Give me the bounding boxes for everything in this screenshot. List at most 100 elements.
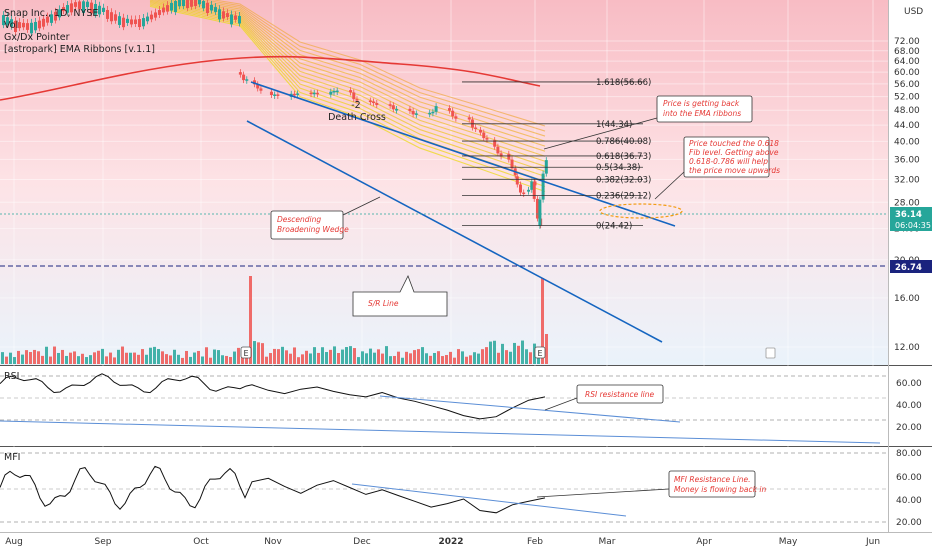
candle-body — [329, 91, 333, 95]
ribbon-callout[interactable]: Price is getting back into the EMA ribbo… — [543, 95, 753, 150]
ribbon-note-line2: into the EMA ribbons — [663, 109, 741, 118]
candle-body — [292, 93, 296, 96]
indicator-ema-ribbons[interactable]: [astropark] EMA Ribbons [v.1.1] — [4, 44, 155, 55]
rsi-resistance-line[interactable] — [379, 395, 681, 423]
volume-bar — [129, 352, 132, 364]
candle-body — [178, 0, 181, 7]
candle-body — [146, 16, 149, 22]
candle-body — [114, 14, 117, 21]
volume-bar — [485, 347, 488, 364]
fib-note-line4: the price move upwards — [689, 166, 780, 175]
sr-price-tag-box — [890, 260, 932, 273]
volume-bar — [85, 357, 88, 364]
volume-bar — [373, 352, 376, 364]
candle-body — [515, 176, 519, 185]
mfi-callout[interactable]: MFI Resistance Line. Money is flowing ba… — [536, 470, 766, 498]
candle-body — [118, 16, 121, 25]
price-tick-label: 16.00 — [894, 294, 920, 304]
volume-bar — [45, 346, 48, 364]
fib-callout[interactable]: Price touched the 0.618 Fib level. Getti… — [654, 136, 780, 200]
time-tick-label: Sep — [95, 537, 112, 547]
volume-bar — [473, 352, 476, 364]
rsi-support-line[interactable] — [0, 420, 881, 444]
candle-body — [90, 2, 93, 14]
volume-bar — [61, 349, 64, 364]
candle-body — [142, 18, 145, 27]
volume-bar — [405, 351, 408, 364]
fib-note-line1: Price touched the 0.618 — [689, 139, 779, 148]
wedge-upper-line[interactable] — [250, 81, 676, 227]
candle-body — [186, 0, 189, 9]
volume-bar — [213, 349, 216, 364]
volume-bar — [69, 352, 72, 364]
volume-bar — [233, 351, 236, 364]
candle-body — [50, 14, 53, 23]
volume-bar — [513, 342, 516, 364]
volume-bar — [413, 350, 416, 364]
candle-body — [10, 19, 13, 27]
volume-bar — [197, 350, 200, 364]
rsi-axis-ticks: 60.00 40.00 20.00 — [896, 379, 922, 433]
candle-body — [499, 153, 503, 157]
candle-body — [230, 14, 233, 25]
volume-bar — [217, 350, 220, 364]
earnings-badge-box — [534, 346, 546, 359]
candle-body — [368, 100, 372, 103]
fib-level-label: 0.786(40.08) — [596, 137, 651, 147]
earnings-badge[interactable]: E — [240, 346, 252, 359]
upcoming-event-icon[interactable] — [765, 347, 776, 359]
ema-ribbon-line — [149, 5, 546, 193]
fib-level-label: 0.5(34.38) — [596, 163, 640, 173]
earnings-badge[interactable]: E — [534, 346, 546, 359]
sr-callout-box — [352, 275, 448, 317]
candle-body — [273, 94, 277, 96]
volume-bar — [29, 352, 32, 364]
candle-body — [22, 22, 25, 28]
rsi-tick-label: 60.00 — [896, 379, 922, 389]
volume-bar — [385, 346, 388, 364]
volume-bar — [249, 276, 252, 364]
time-tick-label: Feb — [527, 537, 543, 547]
fib-note-line2: Fib level. Getting above — [689, 148, 779, 157]
volume-bar — [481, 349, 484, 364]
sr-callout[interactable]: S/R Line — [352, 275, 448, 317]
candle-body — [130, 19, 133, 25]
candle-body — [98, 5, 101, 15]
volume-bar — [469, 355, 472, 364]
candle-body — [253, 80, 257, 85]
mfi-resistance-line[interactable] — [351, 483, 627, 517]
candle-body — [372, 101, 376, 104]
indicator-volume[interactable]: Vol — [4, 20, 18, 31]
candle-body — [332, 90, 336, 93]
volume-bar — [305, 350, 308, 364]
symbol-title[interactable]: Snap Inc., 1D, NYSE — [4, 8, 98, 19]
candle-body — [355, 99, 359, 101]
mfi-label[interactable]: MFI — [4, 452, 20, 463]
candle-body — [447, 108, 451, 111]
candle-body — [34, 21, 37, 31]
candle-body — [138, 19, 141, 28]
volume-bar — [153, 346, 156, 364]
volume-bar — [313, 347, 316, 364]
price-tick-label: 36.00 — [894, 155, 920, 165]
volume-bar — [281, 346, 284, 364]
candle-body — [238, 72, 242, 75]
wedge-callout[interactable]: Descending Broadening Wedge — [270, 196, 381, 240]
rsi-callout[interactable]: RSI resistance line — [544, 384, 664, 411]
price-tick-label: 56.00 — [894, 80, 920, 90]
volume-bar — [433, 352, 436, 364]
rsi-label[interactable]: RSI — [4, 371, 19, 382]
wedge-lower-line[interactable] — [246, 120, 663, 343]
price-tick-label: 52.00 — [894, 93, 920, 103]
candle-body — [226, 13, 229, 18]
fib-retracement[interactable]: 1.618(56.66) 1(44.34) 0.786(40.08) 0.618(36… — [462, 78, 651, 232]
rsi-tick-label: 40.00 — [896, 401, 922, 411]
volume-bar — [417, 349, 420, 364]
time-axis-ticks[interactable]: Aug Sep Oct Nov Dec 2022 Feb Mar Apr May Jun — [5, 537, 880, 547]
indicator-gxdx[interactable]: Gx/Dx Pointer — [4, 32, 70, 43]
volume-bar — [257, 342, 260, 364]
candle-body — [496, 146, 500, 154]
candle-body — [309, 92, 313, 95]
